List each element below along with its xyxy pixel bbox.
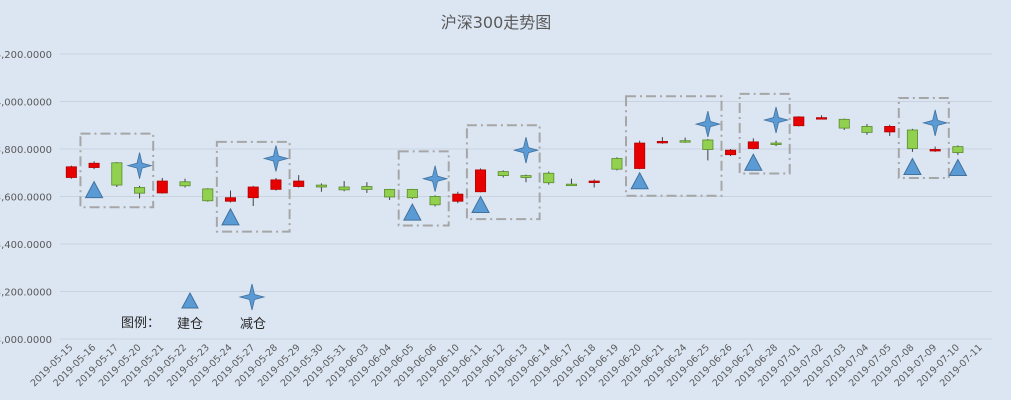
- y-tick-label: 4,000.0000: [0, 98, 52, 109]
- reduce-marker-star: [921, 109, 949, 136]
- highlight-boxes: [79, 92, 950, 233]
- candle-body: [565, 183, 577, 187]
- legend-build-label: 建仓: [177, 317, 203, 332]
- grid-lines: [60, 53, 992, 340]
- candle-body: [815, 117, 828, 120]
- highlight-box: [215, 140, 291, 233]
- build-marker-triangle: [221, 207, 240, 226]
- y-tick-label: 3,400.0000: [0, 240, 52, 251]
- candle-body: [793, 116, 805, 127]
- candle-body: [520, 175, 532, 178]
- candle-body: [384, 188, 396, 198]
- candle-body: [65, 166, 77, 178]
- build-marker-triangle: [84, 180, 104, 199]
- y-tick-label: 3,200.0000: [0, 288, 52, 299]
- build-marker-triangle: [471, 195, 490, 214]
- candle-body: [884, 126, 896, 133]
- reduce-marker-star: [512, 137, 540, 164]
- y-tick-label: 3,000.0000: [0, 335, 52, 346]
- candle-body: [475, 169, 487, 193]
- candle-body: [611, 158, 623, 170]
- highlight-box: [738, 92, 791, 175]
- candle-body: [747, 141, 759, 149]
- y-tick-label: 3,800.0000: [0, 145, 52, 156]
- reduce-marker-star: [126, 152, 153, 179]
- legend-heading: 图例：: [121, 316, 160, 331]
- candle-body: [179, 181, 191, 187]
- build-marker-triangle: [630, 171, 649, 190]
- candle-body: [770, 142, 782, 145]
- legend-build-triangle-icon: [181, 291, 199, 309]
- candle-body: [429, 196, 441, 206]
- highlight-box: [897, 96, 950, 179]
- candle-body: [361, 186, 373, 190]
- candle-body: [906, 129, 918, 149]
- highlight-box: [79, 132, 155, 209]
- build-marker-triangle: [903, 157, 922, 176]
- candle-body: [725, 149, 737, 156]
- legend-reduce-label: 减仓: [240, 317, 266, 332]
- legend-reduce-star-icon: [238, 283, 266, 311]
- highlight-box: [465, 124, 541, 221]
- candle-body: [315, 184, 327, 188]
- candle-body: [134, 187, 146, 194]
- candle-body: [111, 162, 123, 186]
- candle-body: [497, 171, 509, 176]
- y-tick-label: 3,600.0000: [0, 193, 52, 204]
- y-tick-label: 4,200.0000: [0, 50, 52, 61]
- candle-body: [406, 188, 418, 199]
- candle-body: [543, 172, 555, 184]
- build-marker-triangle: [948, 158, 968, 176]
- reduce-marker-star: [421, 165, 449, 192]
- candle-body: [338, 186, 350, 191]
- candle-body: [656, 140, 668, 144]
- candle-body: [929, 149, 941, 152]
- y-axis: 3,000.0000 3,200.0000 3,400.0000 3,600.0000…: [0, 50, 52, 346]
- candles: [65, 115, 964, 207]
- candle-body: [224, 197, 237, 202]
- candle-body: [156, 180, 168, 194]
- highlight-box: [625, 95, 723, 197]
- x-axis: 2019-05-152019-05-162019-05-172019-05-20…: [29, 342, 985, 389]
- reduce-marker-star: [762, 106, 790, 134]
- build-marker-triangle: [403, 203, 422, 221]
- candle-body: [861, 126, 873, 133]
- legend: 图例： 建仓 减仓: [121, 283, 266, 332]
- candle-body: [679, 140, 691, 143]
- candle-body: [88, 162, 100, 168]
- candle-body: [293, 180, 305, 187]
- candle-body: [202, 188, 214, 202]
- candle-body: [702, 139, 714, 150]
- candle-body: [634, 142, 646, 169]
- candle-body: [247, 186, 259, 199]
- candle-body: [952, 146, 964, 153]
- markers: [84, 106, 968, 226]
- highlight-box: [397, 150, 450, 227]
- candle-body: [838, 118, 850, 129]
- chart-title: 沪深300走势图: [441, 13, 552, 32]
- reduce-marker-star: [262, 145, 290, 172]
- candle-body: [452, 193, 464, 202]
- candle-body: [588, 180, 600, 183]
- build-marker-triangle: [743, 153, 763, 171]
- candle-body: [270, 179, 282, 190]
- reduce-marker-star: [694, 110, 722, 138]
